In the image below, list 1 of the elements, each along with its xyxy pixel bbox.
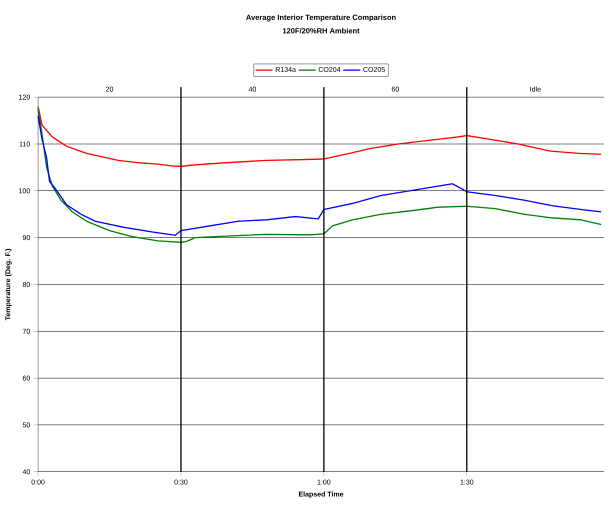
line-series xyxy=(37,106,602,168)
